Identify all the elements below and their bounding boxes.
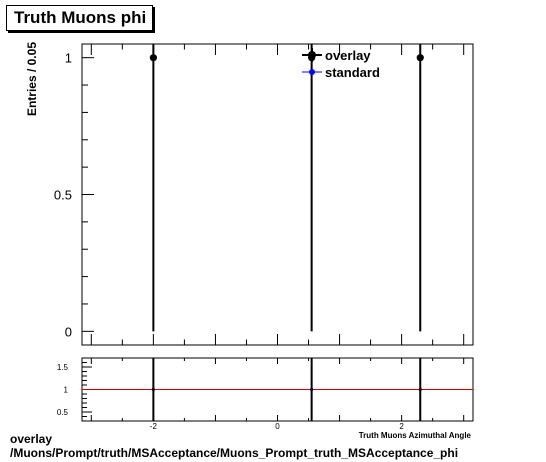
footer-caption: overlay /Muons/Prompt/truth/MSAcceptance… (10, 432, 458, 460)
ratio-point (418, 387, 422, 392)
legend-marker (308, 51, 316, 59)
ratio-point (151, 387, 155, 392)
y-axis-label: Entries / 0.05 (25, 42, 39, 116)
ratio-x-tick-label: -2 (150, 422, 158, 431)
ratio-y-tick-label: 0.5 (57, 408, 69, 417)
main-plot-frame (81, 43, 474, 346)
ratio-x-tick-label: 0 (275, 422, 280, 431)
main-plot-panel: 00.51 (54, 43, 474, 346)
ratio-point (310, 387, 314, 392)
data-point (149, 54, 157, 62)
ratio-plot-panel: 0.5 1 1.5 -2 0 2 (57, 357, 474, 431)
legend: overlay standard (302, 48, 380, 80)
main-y-tick-label: 1 (65, 51, 72, 66)
chart-title: Truth Muons phi (6, 5, 154, 31)
legend-label: overlay (325, 48, 371, 63)
legend-marker (309, 69, 315, 75)
ratio-y-tick-label: 1.5 (57, 363, 69, 372)
x-axis-label: Truth Muons Azimuthal Angle (359, 431, 472, 440)
footer-line-2: /Muons/Prompt/truth/MSAcceptance/Muons_P… (10, 446, 459, 460)
data-point (416, 54, 424, 62)
footer-line-1: overlay (10, 432, 53, 446)
main-y-tick-label: 0.5 (54, 188, 72, 203)
ratio-x-tick-label: 2 (399, 422, 404, 431)
legend-label: standard (325, 65, 380, 80)
ratio-y-tick-label: 1 (64, 386, 69, 395)
main-y-tick-label: 0 (65, 324, 72, 339)
